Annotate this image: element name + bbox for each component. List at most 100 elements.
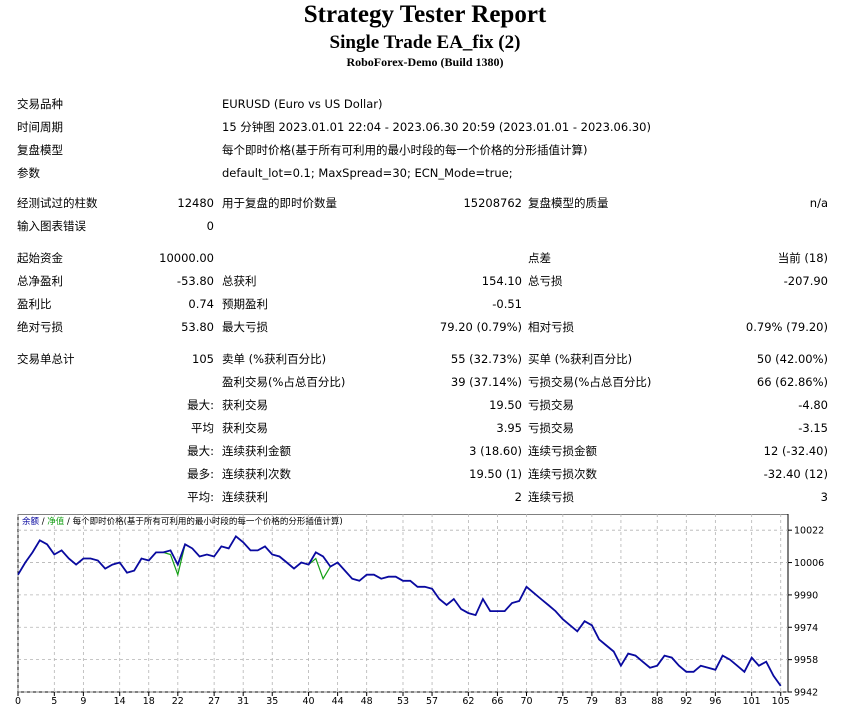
errors-value: 0 [206, 219, 214, 233]
rel-drawdown-value: 0.79% (79.20) [745, 320, 828, 334]
gross-profit-value: 154.10 [481, 274, 522, 288]
legend-balance: 余额 [22, 516, 40, 527]
net-profit-label: 总净盈利 [17, 274, 63, 288]
x-tick-label: 40 [303, 696, 315, 707]
largest-profit-value: 19.50 [489, 398, 522, 412]
params-label: 参数 [17, 166, 40, 180]
x-tick-label: 57 [426, 696, 438, 707]
maximal-wins-label: 连续获利次数 [222, 467, 291, 481]
model-value: 每个即时价格(基于所有可利用的最小时段的每一个价格的分形插值计算) [222, 143, 588, 157]
gross-loss-value: -207.90 [783, 274, 828, 288]
y-tick-label: 9990 [794, 590, 818, 601]
x-tick-label: 96 [709, 696, 721, 707]
x-tick-label: 105 [772, 696, 790, 707]
largest-prefix: 最大: [187, 398, 214, 412]
gross-profit-label: 总获利 [222, 274, 257, 288]
x-tick-label: 14 [114, 696, 126, 707]
report-subtitle: Single Trade EA_fix (2) [329, 32, 521, 53]
max-cons-wins-label: 连续获利金额 [222, 444, 291, 458]
x-tick-label: 9 [80, 696, 86, 707]
legend-separator: / [39, 517, 47, 527]
avg-cons-wins-value: 2 [514, 490, 522, 504]
maximal-prefix: 最多: [187, 467, 214, 481]
loss-trades-value: 66 (62.86%) [756, 375, 828, 389]
ticks-value: 15208762 [463, 196, 522, 210]
period-label: 时间周期 [17, 120, 63, 134]
expected-payoff-value: -0.51 [492, 297, 522, 311]
x-tick-label: 66 [491, 696, 503, 707]
x-tick-label: 0 [15, 696, 21, 707]
y-tick-label: 10022 [794, 526, 824, 537]
x-tick-label: 79 [586, 696, 598, 707]
maximal-losses-value: -32.40 (12) [763, 467, 828, 481]
quality-label: 复盘模型的质量 [528, 196, 609, 210]
x-tick-label: 5 [51, 696, 57, 707]
x-tick-label: 101 [743, 696, 761, 707]
x-tick-label: 53 [397, 696, 409, 707]
avg-loss-value: -3.15 [798, 421, 828, 435]
avg-profit-label: 获利交易 [222, 421, 268, 435]
x-tick-label: 92 [680, 696, 692, 707]
average-prefix: 平均 [191, 421, 214, 435]
x-tick-label: 88 [651, 696, 663, 707]
x-tick-label: 44 [332, 696, 344, 707]
bars-label: 经测试过的柱数 [17, 196, 98, 210]
avg-profit-value: 3.95 [496, 421, 522, 435]
max-cons-losses-label: 连续亏损金额 [528, 444, 597, 458]
x-tick-label: 22 [172, 696, 184, 707]
quality-value: n/a [809, 196, 828, 210]
model-label: 复盘模型 [17, 143, 63, 157]
average-consecutive-prefix: 平均: [187, 490, 214, 504]
y-tick-label: 10006 [794, 558, 824, 569]
y-tick-label: 9958 [794, 655, 818, 666]
abs-drawdown-label: 绝对亏损 [17, 320, 63, 334]
max-drawdown-value: 79.20 (0.79%) [439, 320, 522, 334]
short-positions-value: 55 (32.73%) [450, 352, 522, 366]
profit-factor-label: 盈利比 [17, 297, 52, 311]
report-title: Strategy Tester Report [303, 1, 547, 28]
gross-loss-label: 总亏损 [528, 274, 563, 288]
max-cons-losses-value: 12 (-32.40) [763, 444, 828, 458]
short-positions-label: 卖单 (%获利百分比) [222, 352, 327, 366]
profit-trades-value: 39 (37.14%) [450, 375, 522, 389]
legend-separator: / [64, 517, 72, 527]
largest-loss-label: 亏损交易 [528, 398, 574, 412]
x-tick-label: 18 [143, 696, 155, 707]
symbol-value: EURUSD (Euro vs US Dollar) [222, 97, 383, 111]
chart-legend: 余额 / 净值 / 每个即时价格(基于所有可利用的最小时段的每一个价格的分形插值… [22, 516, 343, 527]
x-tick-label: 62 [462, 696, 474, 707]
rel-drawdown-label: 相对亏损 [528, 320, 574, 334]
max-drawdown-label: 最大亏损 [222, 320, 268, 334]
profit-factor-value: 0.74 [188, 297, 214, 311]
expected-payoff-label: 预期盈利 [222, 297, 268, 311]
params-value: default_lot=0.1; MaxSpread=30; ECN_Mode=… [222, 166, 513, 180]
x-tick-label: 75 [557, 696, 569, 707]
server-build: RoboForex-Demo (Build 1380) [346, 55, 504, 69]
legend-model: 每个即时价格(基于所有可利用的最小时段的每一个价格的分形插值计算) [73, 516, 343, 527]
long-positions-label: 买单 (%获利百分比) [528, 352, 633, 366]
period-value: 15 分钟图 2023.01.01 22:04 - 2023.06.30 20:… [222, 120, 651, 134]
max-cons-wins-value: 3 (18.60) [469, 444, 522, 458]
avg-cons-losses-value: 3 [820, 490, 828, 504]
x-tick-label: 48 [361, 696, 373, 707]
x-tick-label: 35 [266, 696, 278, 707]
balance-line [17, 534, 782, 687]
y-tick-label: 9942 [794, 688, 818, 699]
loss-trades-label: 亏损交易(%占总百分比) [528, 375, 652, 389]
abs-drawdown-value: 53.80 [181, 320, 214, 334]
x-tick-label: 27 [208, 696, 220, 707]
x-tick-label: 31 [237, 696, 249, 707]
x-tick-label: 70 [520, 696, 532, 707]
symbol-label: 交易品种 [17, 97, 63, 111]
ticks-label: 用于复盘的即时价数量 [222, 196, 337, 210]
largest-profit-label: 获利交易 [222, 398, 268, 412]
balance-chart: 10022 10006 9990 9974 9958 9942 0 5 9 14 18 22 27 31 3… [14, 514, 844, 711]
total-trades-value: 105 [192, 352, 214, 366]
legend-equity: 净值 [47, 516, 65, 527]
deposit-label: 起始资金 [17, 251, 63, 265]
profit-trades-label: 盈利交易(%占总百分比) [222, 375, 346, 389]
maximal-wins-value: 19.50 (1) [469, 467, 522, 481]
net-profit-value: -53.80 [176, 274, 214, 288]
balance-chart-svg: 10022 10006 9990 9974 9958 9942 0 5 9 14 18 22 27 31 3… [15, 514, 824, 707]
x-tick-label: 83 [615, 696, 627, 707]
